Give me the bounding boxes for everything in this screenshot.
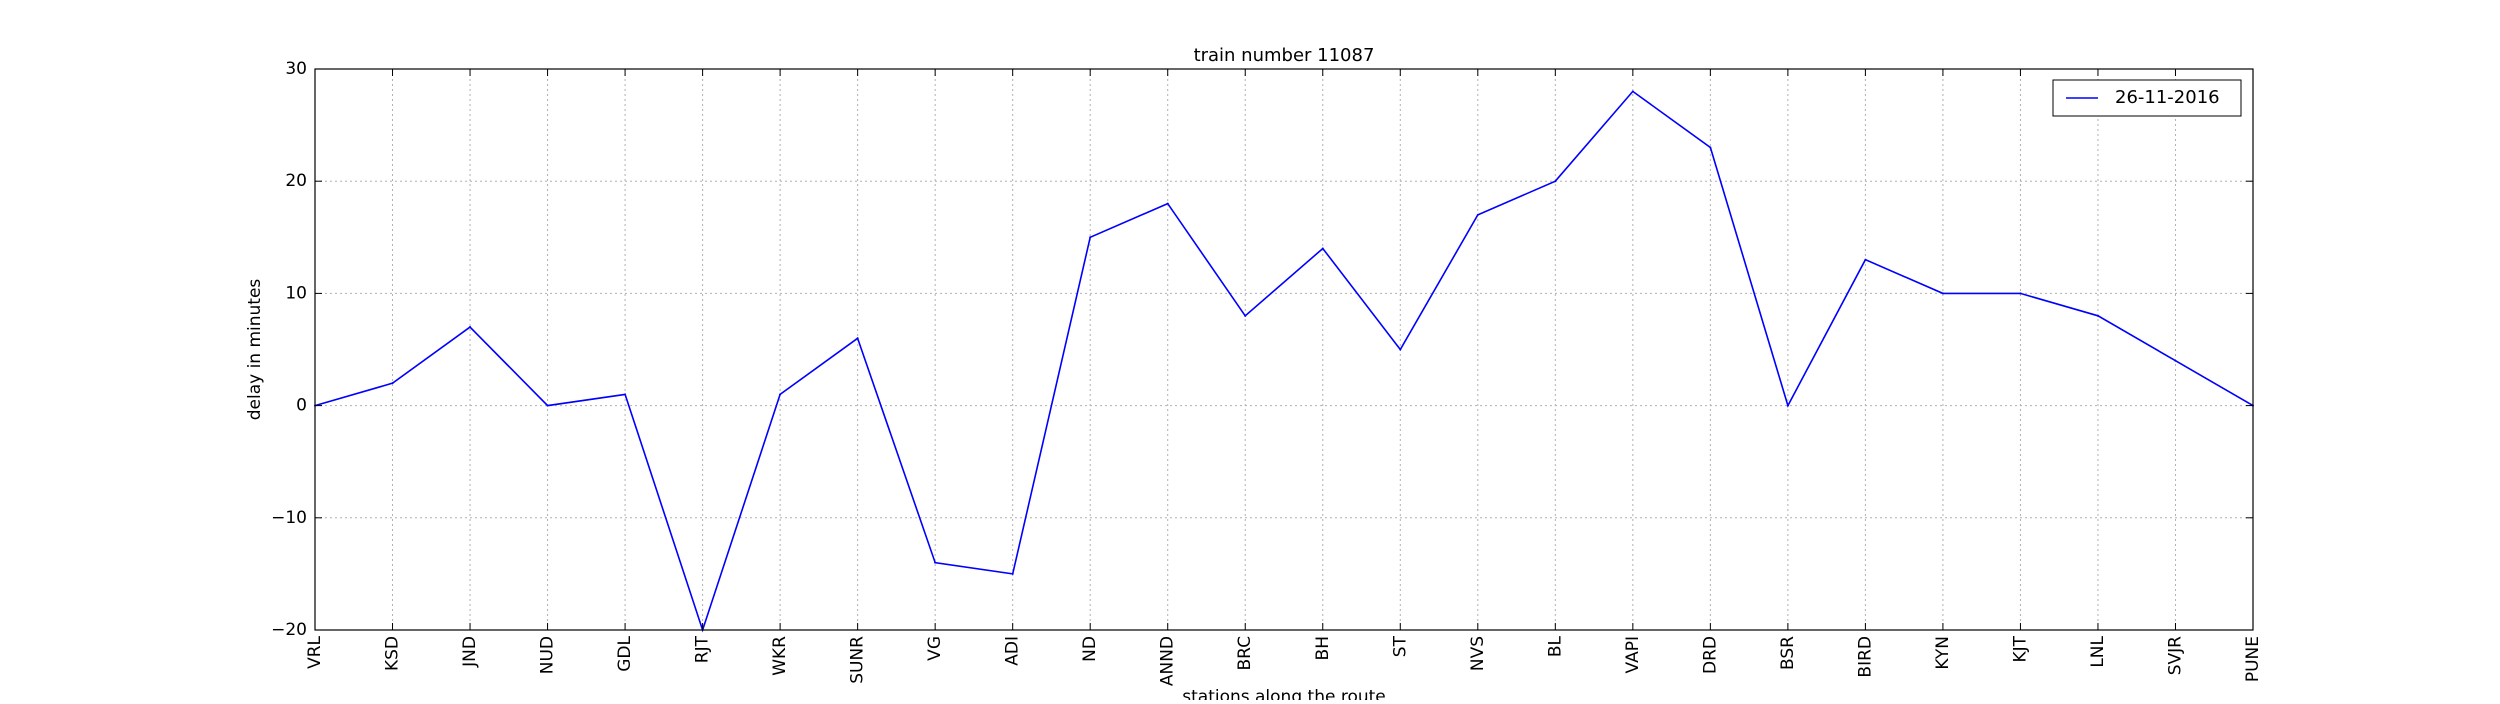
data-point [624, 393, 627, 396]
y-tick-label: 20 [285, 171, 307, 191]
x-tick-label: JND [460, 636, 480, 668]
y-tick-label: −20 [271, 620, 307, 640]
x-tick-label: LNL [2088, 635, 2108, 667]
data-point [1089, 236, 1092, 239]
legend: 26-11-2016 [2052, 79, 2242, 117]
x-tick-label: ANND [1158, 636, 1178, 686]
x-tick-label: NUD [538, 636, 558, 674]
x-tick-label: NVS [1468, 636, 1488, 671]
data-point [2019, 292, 2022, 295]
data-point [1321, 247, 1324, 250]
x-axis-label: stations along the route [1182, 687, 1386, 700]
data-point [856, 337, 859, 340]
data-point [1166, 202, 1169, 205]
y-tick-label: 0 [296, 396, 307, 416]
y-tick-label: 10 [285, 283, 307, 303]
x-tick-label: VG [925, 636, 945, 661]
data-point [1244, 314, 1247, 317]
series-layer [314, 90, 2254, 633]
data-point [934, 561, 937, 564]
data-point [779, 393, 782, 396]
x-tick-label: DRD [1700, 636, 1720, 674]
x-tick-label: BRC [1235, 636, 1255, 671]
y-tick-label: −10 [271, 508, 307, 528]
x-tick-label: KJT [2010, 635, 2030, 662]
data-point [1554, 180, 1557, 183]
legend-label: 26-11-2016 [2115, 87, 2220, 108]
x-tick-label: BH [1313, 636, 1333, 660]
x-tick-label: GDL [615, 635, 635, 671]
data-point [1864, 258, 1867, 261]
x-tick-label: RJT [693, 635, 713, 663]
data-point [469, 326, 472, 329]
x-tick-label: BIRD [1855, 636, 1875, 678]
y-tick-label: 30 [285, 59, 307, 79]
x-tick-label: SVJR [2165, 636, 2185, 675]
x-tick-label: PUNE [2243, 636, 2263, 682]
data-point [2096, 314, 2099, 317]
axis-ticks: VRL KSD JND NUD GDL RJT WKR SUNR VG ADI ND ANND BRC B… [271, 59, 2263, 686]
x-tick-label: ADI [1003, 636, 1023, 666]
x-tick-label: SUNR [848, 636, 868, 684]
x-tick-label: ND [1080, 636, 1100, 662]
x-tick-label: KYN [1933, 636, 1953, 670]
x-tick-label: ST [1390, 635, 1410, 657]
plot-frame [314, 68, 2254, 631]
data-point [2174, 359, 2177, 362]
data-point [1709, 146, 1712, 149]
data-point [1399, 348, 1402, 351]
series-line [314, 90, 2254, 633]
x-tick-label: BSR [1778, 636, 1798, 670]
data-point [1941, 292, 1944, 295]
data-point [1631, 90, 1634, 93]
x-tick-label: BL [1545, 635, 1565, 657]
grid-lines [315, 69, 2253, 630]
x-tick-label: KSD [383, 636, 403, 671]
chart-title: train number 11087 [1194, 45, 1375, 66]
data-point [546, 404, 549, 407]
data-point [1011, 572, 1014, 575]
data-point [1786, 404, 1789, 407]
x-tick-label: WKR [770, 636, 790, 676]
x-tick-label: VAPI [1623, 636, 1643, 673]
y-axis-label: delay in minutes [245, 279, 265, 421]
data-point [1476, 213, 1479, 216]
x-tick-label: VRL [305, 635, 325, 668]
data-point [391, 382, 394, 385]
